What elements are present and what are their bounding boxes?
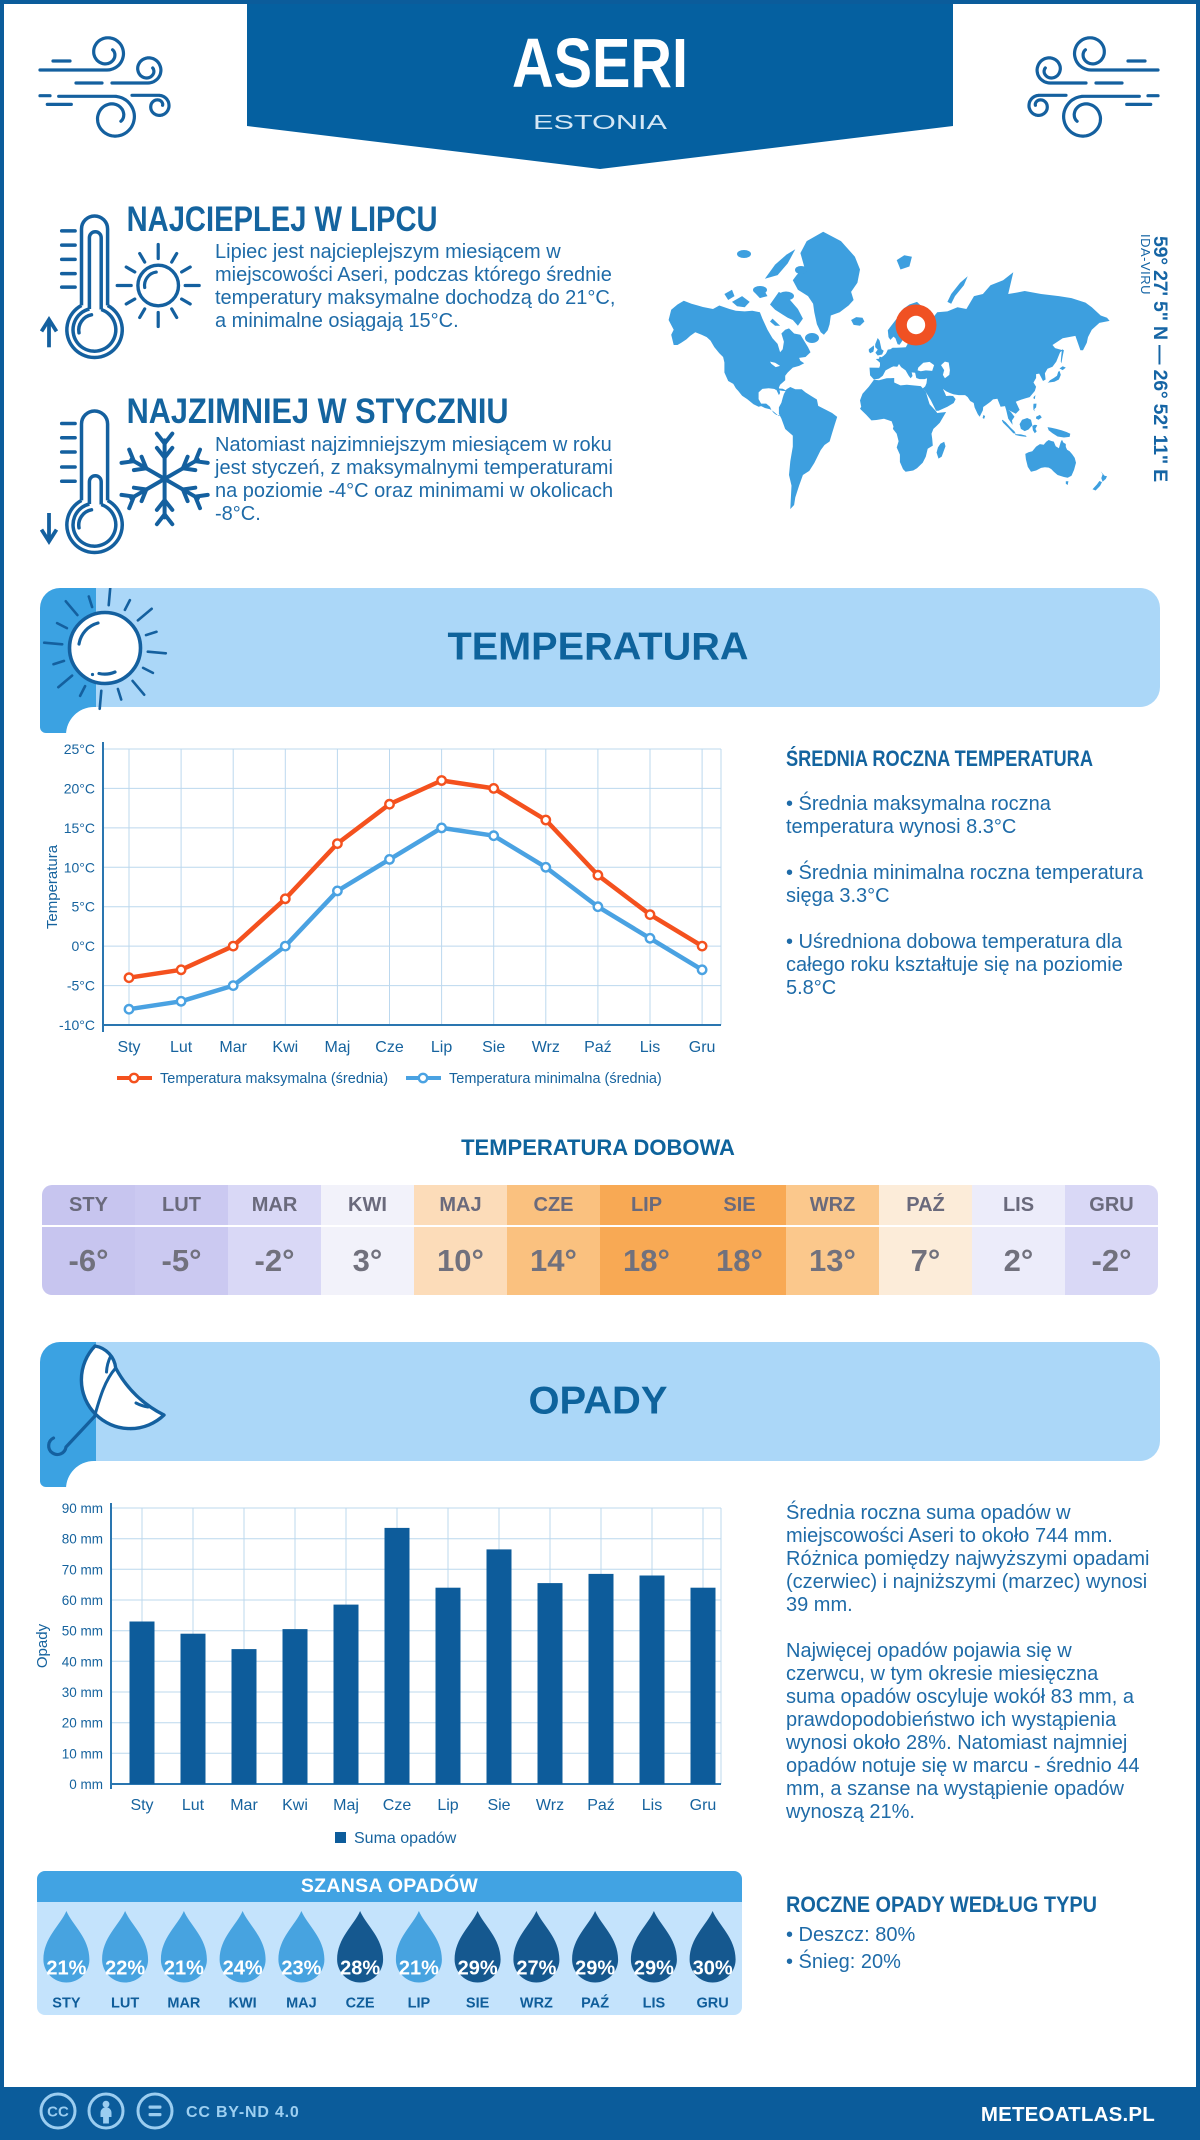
svg-text:Temperatura maksymalna (średni: Temperatura maksymalna (średnia)	[160, 1071, 388, 1087]
svg-text:ROCZNE OPADY WEDŁUG TYPU: ROCZNE OPADY WEDŁUG TYPU	[786, 1892, 1097, 1917]
svg-text:Temperatura: Temperatura	[44, 844, 61, 929]
svg-text:NAJZIMNIEJ W STYCZNIU: NAJZIMNIEJ W STYCZNIU	[127, 391, 509, 431]
svg-text:Lut: Lut	[182, 1797, 205, 1814]
svg-text:CZE: CZE	[346, 1996, 375, 2012]
svg-text:5°C: 5°C	[72, 899, 96, 915]
svg-text:SIE: SIE	[466, 1996, 490, 2012]
svg-text:80 mm: 80 mm	[62, 1532, 103, 1547]
svg-text:Cze: Cze	[375, 1039, 404, 1056]
svg-text:29%: 29%	[458, 1958, 498, 1980]
svg-text:50 mm: 50 mm	[62, 1624, 103, 1639]
svg-text:20°C: 20°C	[64, 780, 95, 796]
svg-text:15°C: 15°C	[64, 820, 95, 836]
svg-text:25°C: 25°C	[64, 741, 95, 757]
svg-text:TEMPERATURA: TEMPERATURA	[448, 626, 749, 669]
svg-text:Sie: Sie	[487, 1797, 510, 1814]
svg-text:KWI: KWI	[229, 1996, 257, 2012]
svg-text:Maj: Maj	[333, 1797, 359, 1814]
svg-text:10°C: 10°C	[64, 859, 95, 875]
svg-text:Paź: Paź	[587, 1797, 615, 1814]
svg-text:Cze: Cze	[383, 1797, 412, 1814]
svg-text:20 mm: 20 mm	[62, 1716, 103, 1731]
svg-text:40 mm: 40 mm	[62, 1654, 103, 1669]
svg-text:Temperatura minimalna (średnia: Temperatura minimalna (średnia)	[449, 1071, 662, 1087]
svg-text:Lis: Lis	[640, 1039, 660, 1056]
svg-text:Lip: Lip	[431, 1039, 452, 1056]
svg-text:24%: 24%	[223, 1958, 263, 1980]
svg-text:22%: 22%	[105, 1958, 145, 1980]
svg-text:Lis: Lis	[642, 1797, 662, 1814]
svg-text:60 mm: 60 mm	[62, 1593, 103, 1608]
svg-text:21%: 21%	[399, 1958, 439, 1980]
svg-text:Maj: Maj	[325, 1039, 351, 1056]
svg-text:28%: 28%	[340, 1958, 380, 1980]
svg-text:Sty: Sty	[130, 1797, 153, 1814]
svg-text:ŚREDNIA ROCZNA TEMPERATURA: ŚREDNIA ROCZNA TEMPERATURA	[786, 746, 1093, 771]
svg-text:Lip: Lip	[437, 1797, 458, 1814]
svg-text:PAŹ: PAŹ	[581, 1995, 609, 2012]
svg-text:Gru: Gru	[689, 1039, 716, 1056]
svg-text:MAR: MAR	[167, 1996, 201, 2012]
svg-text:Opady: Opady	[34, 1623, 51, 1668]
svg-text:Wrz: Wrz	[536, 1797, 564, 1814]
svg-text:MAJ: MAJ	[286, 1996, 317, 2012]
svg-text:29%: 29%	[634, 1958, 674, 1980]
svg-text:WRZ: WRZ	[520, 1996, 553, 2012]
svg-text:Paź: Paź	[584, 1039, 612, 1056]
svg-text:21%: 21%	[164, 1958, 204, 1980]
svg-text:29%: 29%	[575, 1958, 615, 1980]
svg-text:LIS: LIS	[643, 1996, 666, 2012]
svg-text:-5°C: -5°C	[67, 978, 95, 994]
svg-text:CC: CC	[47, 2104, 69, 2121]
svg-text:LUT: LUT	[111, 1996, 139, 2012]
svg-text:Wrz: Wrz	[532, 1039, 560, 1056]
svg-text:Gru: Gru	[690, 1797, 717, 1814]
svg-text:Lut: Lut	[170, 1039, 193, 1056]
svg-text:0 mm: 0 mm	[69, 1777, 103, 1792]
svg-text:-10°C: -10°C	[59, 1017, 95, 1033]
svg-text:GRU: GRU	[696, 1996, 728, 2012]
svg-text:Kwi: Kwi	[282, 1797, 308, 1814]
svg-text:LIP: LIP	[408, 1996, 431, 2012]
svg-text:STY: STY	[52, 1996, 81, 2012]
svg-text:OPADY: OPADY	[529, 1380, 668, 1423]
svg-text:23%: 23%	[281, 1958, 321, 1980]
svg-text:21%: 21%	[46, 1958, 86, 1980]
svg-text:27%: 27%	[516, 1958, 556, 1980]
svg-text:Kwi: Kwi	[272, 1039, 298, 1056]
svg-text:10 mm: 10 mm	[62, 1746, 103, 1761]
svg-text:90 mm: 90 mm	[62, 1501, 103, 1516]
svg-text:Sty: Sty	[117, 1039, 140, 1056]
svg-text:ASERI: ASERI	[512, 24, 688, 102]
svg-text:Suma opadów: Suma opadów	[354, 1830, 457, 1847]
svg-text:70 mm: 70 mm	[62, 1562, 103, 1577]
svg-text:0°C: 0°C	[72, 938, 96, 954]
svg-text:Sie: Sie	[482, 1039, 505, 1056]
svg-text:NAJCIEPLEJ W LIPCU: NAJCIEPLEJ W LIPCU	[127, 199, 438, 239]
svg-text:Mar: Mar	[230, 1797, 258, 1814]
svg-text:ESTONIA: ESTONIA	[533, 111, 667, 134]
svg-text:30 mm: 30 mm	[62, 1685, 103, 1700]
svg-text:Mar: Mar	[219, 1039, 247, 1056]
svg-text:30%: 30%	[693, 1958, 733, 1980]
